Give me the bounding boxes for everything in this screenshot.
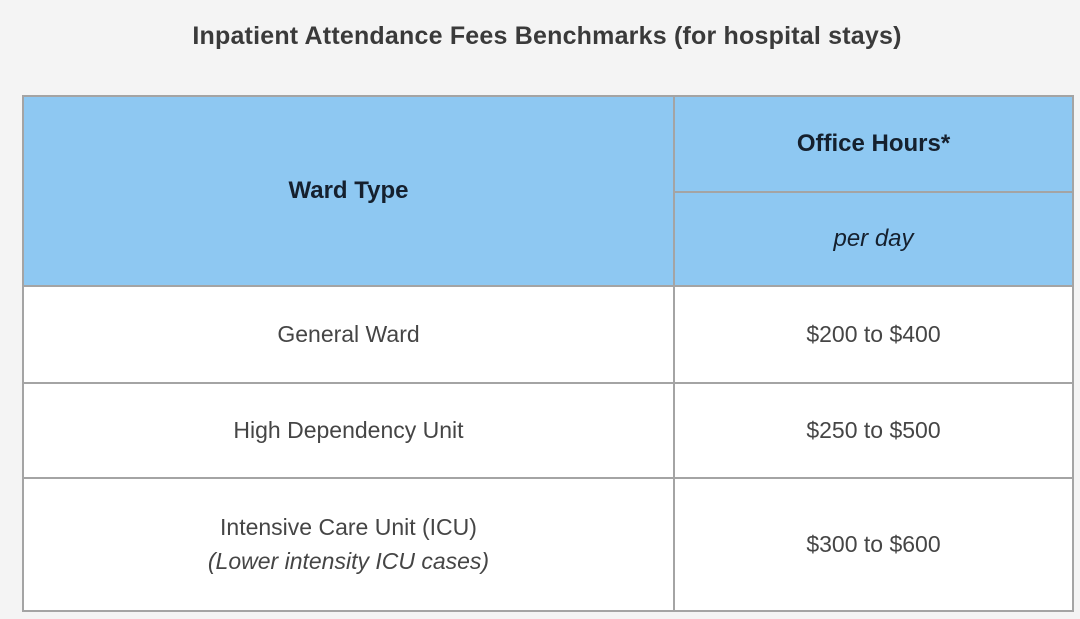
header-cell-per-day: per day (673, 191, 1074, 287)
table-row: Intensive Care Unit (ICU) (Lower intensi… (22, 477, 1074, 612)
fee-cell: $300 to $600 (673, 477, 1074, 612)
page-title: Inpatient Attendance Fees Benchmarks (fo… (192, 21, 902, 50)
header-cell-ward-type: Ward Type (22, 95, 675, 287)
title-bar: Inpatient Attendance Fees Benchmarks (fo… (22, 0, 1072, 72)
table-row: General Ward $200 to $400 (22, 285, 1074, 384)
ward-name: Intensive Care Unit (ICU) (220, 514, 477, 541)
fees-table: Ward Type Office Hours* per day General … (22, 95, 1074, 612)
header-row-sub: per day (23, 191, 1074, 287)
table-row: High Dependency Unit $250 to $500 (22, 382, 1074, 479)
header-row-top: Ward Type Office Hours* (22, 95, 1074, 287)
ward-cell: High Dependency Unit (22, 382, 675, 479)
header-cell-office-hours: Office Hours* (673, 95, 1074, 193)
ward-cell: General Ward (22, 285, 675, 384)
ward-cell: Intensive Care Unit (ICU) (Lower intensi… (22, 477, 675, 612)
fee-cell: $200 to $400 (673, 285, 1074, 384)
ward-note: (Lower intensity ICU cases) (207, 547, 490, 574)
fee-cell: $250 to $500 (673, 382, 1074, 479)
